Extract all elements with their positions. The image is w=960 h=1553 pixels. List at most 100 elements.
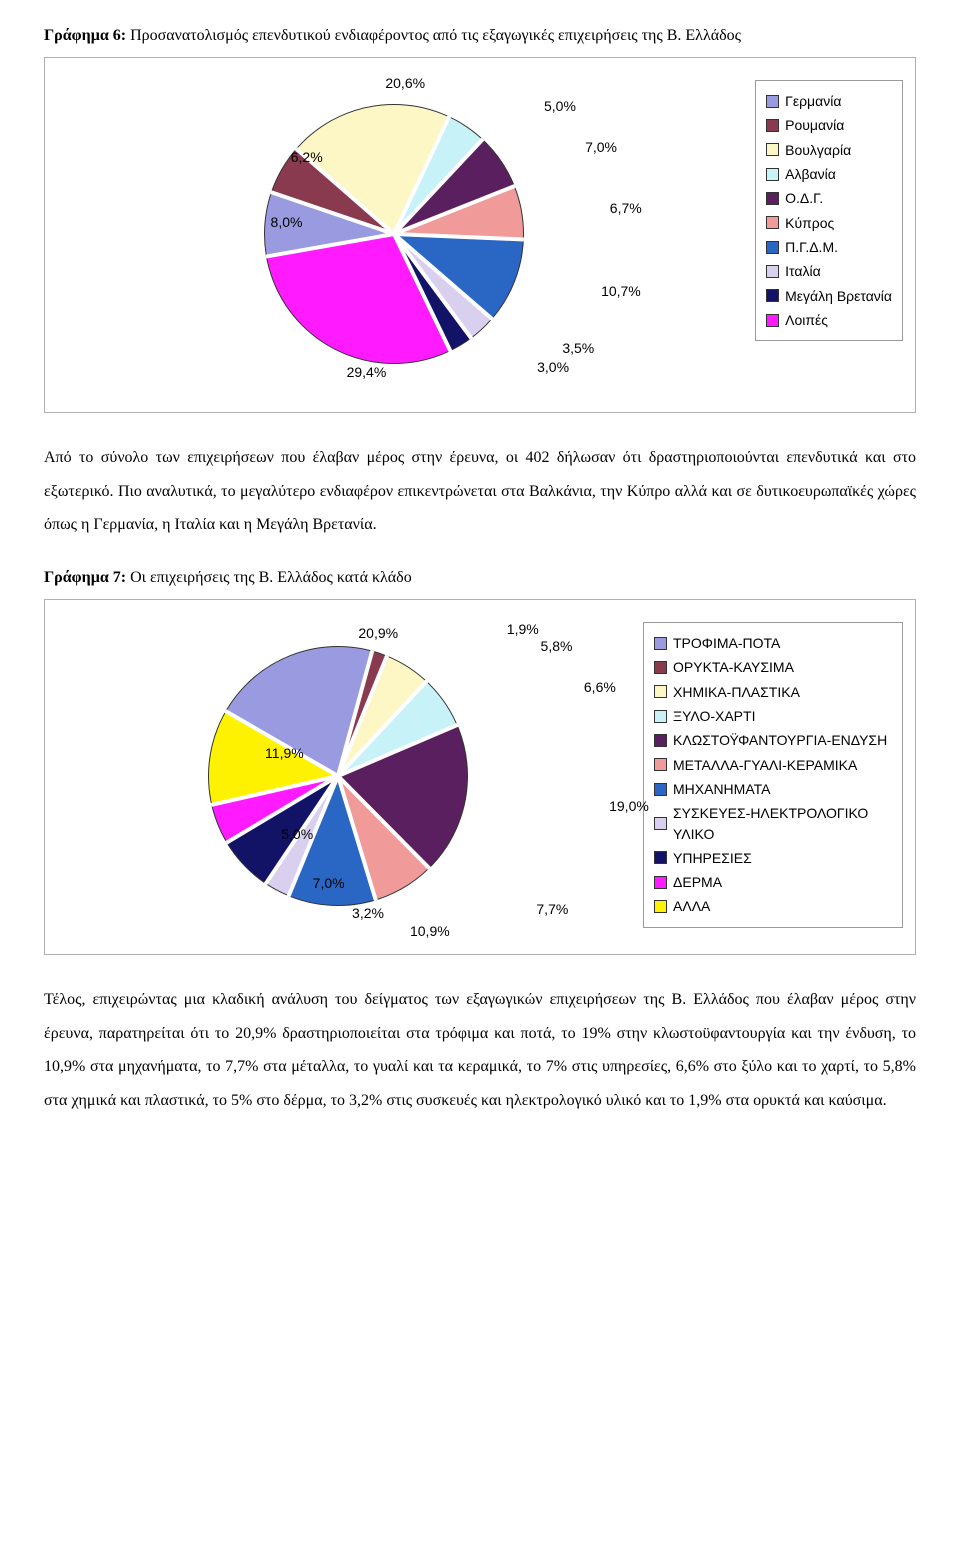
legend-label: Βουλγαρία	[785, 140, 851, 160]
legend-label: Γερμανία	[785, 91, 841, 111]
legend-swatch	[654, 851, 667, 864]
pie-slice-label: 29,4%	[347, 362, 387, 382]
chart6-box: 8,0% 6,2% 20,6% 5,0% 7,0% 6,7% 10,7% 3,5%3,0% 29…	[44, 57, 916, 413]
pie-slice-label: 6,7%	[610, 198, 642, 218]
legend-swatch	[766, 265, 779, 278]
pie-slice-label: 3,0%	[537, 357, 569, 377]
pie-slice-label: 10,7%	[601, 281, 641, 301]
legend-label: Μεγάλη Βρετανία	[785, 286, 892, 306]
legend-row: ΜΕΤΑΛΛΑ-ΓΥΑΛΙ-ΚΕΡΑΜΙΚΑ	[654, 753, 892, 777]
chart7-title-rest: Οι επιχειρήσεις της Β. Ελλάδος κατά κλάδ…	[126, 569, 412, 586]
legend-swatch	[654, 685, 667, 698]
legend-swatch	[654, 734, 667, 747]
legend-swatch	[654, 710, 667, 723]
legend-label: Αλβανία	[785, 164, 836, 184]
pie-slice-label: 20,6%	[385, 72, 425, 92]
legend-swatch	[766, 192, 779, 205]
legend-label: ΤΡΟΦΙΜΑ-ΠΟΤΑ	[673, 633, 780, 653]
legend-swatch	[766, 119, 779, 132]
legend-swatch	[766, 168, 779, 181]
legend-row: ΧΗΜΙΚΑ-ΠΛΑΣΤΙΚΑ	[654, 680, 892, 704]
legend-label: ΣΥΣΚΕΥΕΣ-ΗΛΕΚΤΡΟΛΟΓΙΚΟ ΥΛΙΚΟ	[673, 803, 892, 844]
legend-row: ΤΡΟΦΙΜΑ-ΠΟΤΑ	[654, 631, 892, 655]
legend-label: Π.Γ.Δ.Μ.	[785, 237, 838, 257]
pie-slice-label: 7,7%	[536, 899, 568, 919]
legend-swatch	[766, 95, 779, 108]
legend-swatch	[654, 783, 667, 796]
pie-slice-label: 6,6%	[584, 677, 616, 697]
legend-row: ΟΡΥΚΤΑ-ΚΑΥΣΙΜΑ	[654, 655, 892, 679]
legend-label: Ο.Δ.Γ.	[785, 188, 823, 208]
legend-label: ΟΡΥΚΤΑ-ΚΑΥΣΙΜΑ	[673, 657, 794, 677]
legend-row: Βουλγαρία	[766, 138, 892, 162]
legend-row: Μεγάλη Βρετανία	[766, 284, 892, 308]
legend-label: ΜΕΤΑΛΛΑ-ΓΥΑΛΙ-ΚΕΡΑΜΙΚΑ	[673, 755, 857, 775]
legend-swatch	[654, 758, 667, 771]
pie-slice-label: 3,2%	[352, 903, 384, 923]
legend-row: ΜΗΧΑΝΗΜΑΤΑ	[654, 777, 892, 801]
legend-label: ΑΛΛΑ	[673, 896, 710, 916]
legend-swatch	[654, 817, 667, 830]
chart6-title-bold: Γράφημα 6:	[44, 27, 126, 44]
legend-row: ΣΥΣΚΕΥΕΣ-ΗΛΕΚΤΡΟΛΟΓΙΚΟ ΥΛΙΚΟ	[654, 801, 892, 846]
legend-label: Κύπρος	[785, 213, 834, 233]
chart7-legend: ΤΡΟΦΙΜΑ-ΠΟΤΑ ΟΡΥΚΤΑ-ΚΑΥΣΙΜΑ ΧΗΜΙΚΑ-ΠΛΑΣΤΙΚ…	[643, 622, 903, 928]
chart7-labels: 20,9%1,9%5,8%6,6%19,0%7,7%10,9%3,2%7,0%5…	[57, 616, 619, 936]
legend-row: Κύπρος	[766, 211, 892, 235]
pie-slice-label: 10,9%	[410, 921, 450, 941]
legend-swatch	[654, 661, 667, 674]
legend-label: ΞΥΛΟ-ΧΑΡΤΙ	[673, 706, 755, 726]
legend-label: Ιταλία	[785, 261, 821, 281]
para1: Από το σύνολο των επιχειρήσεων που έλαβα…	[44, 441, 916, 542]
legend-swatch	[766, 241, 779, 254]
chart6-title-rest: Προσανατολισμός επενδυτικού ενδιαφέροντο…	[126, 27, 741, 44]
legend-swatch	[766, 289, 779, 302]
legend-label: ΜΗΧΑΝΗΜΑΤΑ	[673, 779, 770, 799]
pie-slice-label: 8,0%	[271, 212, 303, 232]
chart7-heading: Γράφημα 7: Οι επιχειρήσεις της Β. Ελλάδο…	[44, 566, 916, 589]
legend-label: ΔΕΡΜΑ	[673, 872, 722, 892]
pie-slice-label: 7,0%	[585, 137, 617, 157]
pie-slice-label: 1,9%	[507, 619, 539, 639]
para2: Τέλος, επιχειρώντας μια κλαδική ανάλυση …	[44, 983, 916, 1117]
legend-swatch	[766, 314, 779, 327]
legend-swatch	[654, 637, 667, 650]
pie-slice-label: 7,0%	[313, 873, 345, 893]
legend-row: Λοιπές	[766, 308, 892, 332]
legend-row: Αλβανία	[766, 162, 892, 186]
legend-swatch	[654, 900, 667, 913]
legend-label: ΚΛΩΣΤΟΫΦΑΝΤΟΥΡΓΙΑ-ΕΝΔΥΣΗ	[673, 730, 887, 750]
pie-slice-label: 19,0%	[609, 796, 649, 816]
pie-slice-label: 5,0%	[544, 96, 576, 116]
chart7-pie-wrap: 20,9%1,9%5,8%6,6%19,0%7,7%10,9%3,2%7,0%5…	[57, 616, 619, 936]
chart7-box: 20,9% 1,9%5,8% 6,6% 19,0% 7,7% 10,9% 3,2% 7,0% 5…	[44, 599, 916, 955]
legend-row: Ιταλία	[766, 259, 892, 283]
legend-row: ΥΠΗΡΕΣΙΕΣ	[654, 846, 892, 870]
pie-slice-label: 11,9%	[265, 743, 304, 763]
pie-slice-label: 3,5%	[562, 338, 594, 358]
chart6-labels: 8,0% 6,2% 20,6% 5,0% 7,0% 6,7% 10,7% 3,5%3,0% 29…	[57, 74, 731, 394]
legend-label: Ρουμανία	[785, 115, 844, 135]
pie-slice-label: 5,8%	[541, 635, 573, 655]
legend-row: Π.Γ.Δ.Μ.	[766, 235, 892, 259]
chart6-legend: Γερμανία Ρουμανία Βουλγαρία Αλβανία Ο.Δ.Γ. Κύ…	[755, 80, 903, 341]
chart6-pie-wrap: 8,0% 6,2% 20,6% 5,0% 7,0% 6,7% 10,7% 3,5%3,0% 29…	[57, 74, 731, 394]
pie-slice-label: 5,0%	[281, 824, 313, 844]
legend-label: ΧΗΜΙΚΑ-ΠΛΑΣΤΙΚΑ	[673, 682, 800, 702]
chart6-heading: Γράφημα 6: Προσανατολισμός επενδυτικού ε…	[44, 24, 916, 47]
legend-row: ΑΛΛΑ	[654, 894, 892, 918]
legend-label: ΥΠΗΡΕΣΙΕΣ	[673, 848, 752, 868]
chart7-title-bold: Γράφημα 7:	[44, 569, 126, 586]
legend-row: ΚΛΩΣΤΟΫΦΑΝΤΟΥΡΓΙΑ-ΕΝΔΥΣΗ	[654, 728, 892, 752]
pie-slice-label: 6,2%	[291, 147, 323, 167]
legend-row: ΔΕΡΜΑ	[654, 870, 892, 894]
legend-swatch	[654, 876, 667, 889]
legend-swatch	[766, 143, 779, 156]
legend-row: Γερμανία	[766, 89, 892, 113]
legend-row: Ο.Δ.Γ.	[766, 186, 892, 210]
legend-swatch	[766, 216, 779, 229]
legend-row: Ρουμανία	[766, 113, 892, 137]
pie-slice-label: 20,9%	[358, 623, 398, 643]
legend-row: ΞΥΛΟ-ΧΑΡΤΙ	[654, 704, 892, 728]
legend-label: Λοιπές	[785, 310, 828, 330]
